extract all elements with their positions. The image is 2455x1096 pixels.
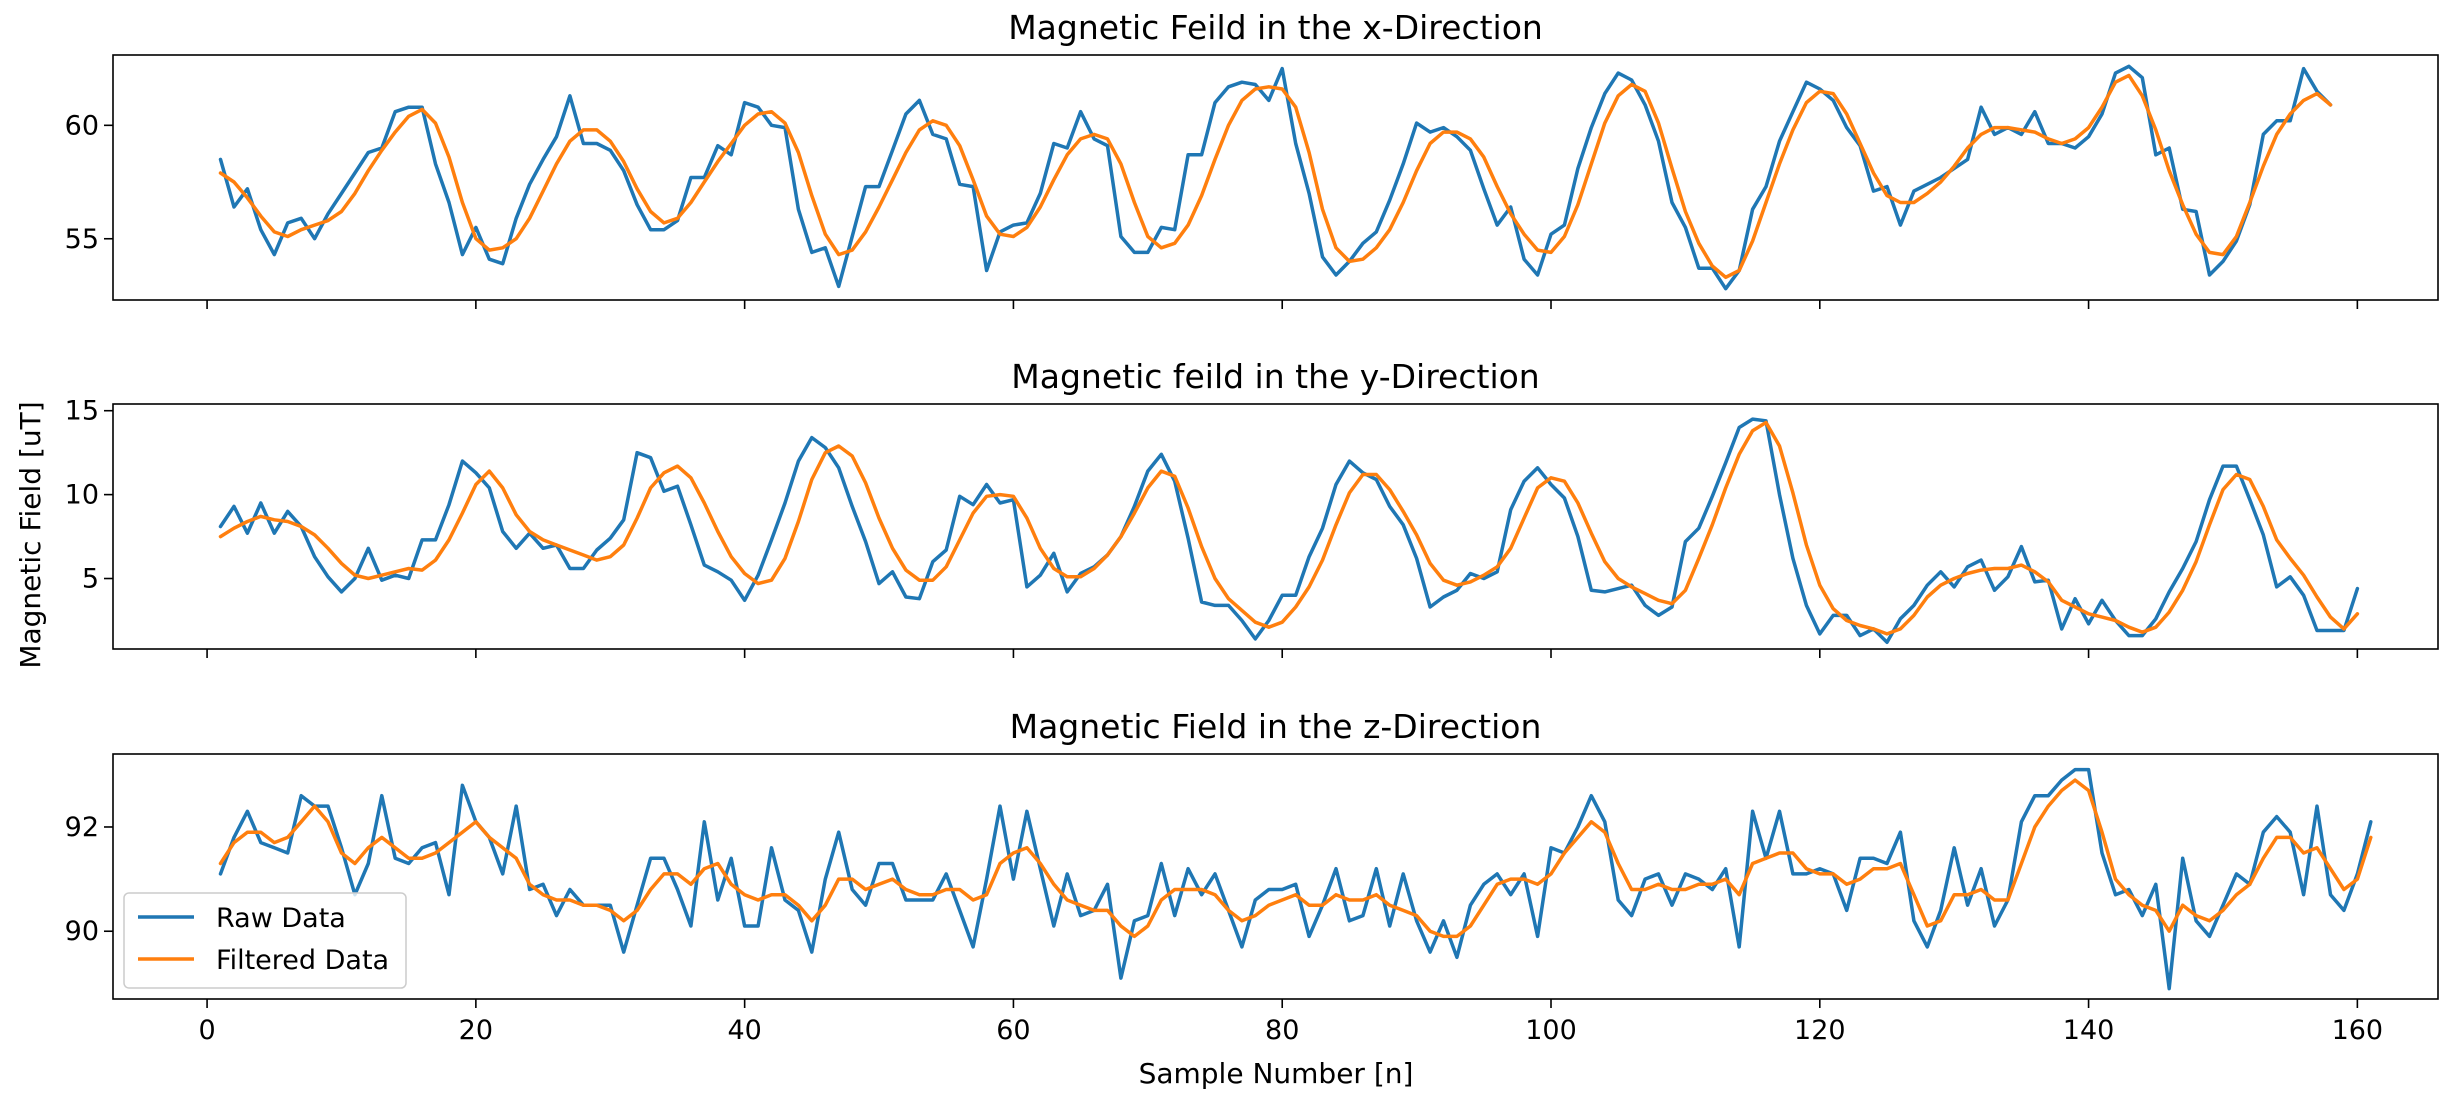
panels: Magnetic Feild in the x-Direction5560Mag…: [65, 8, 2439, 1046]
panel-z-x-tick-label: 80: [1265, 1015, 1299, 1046]
panel-x-frame: [112, 54, 2439, 301]
panel-z-series-filtered: [218, 778, 2373, 939]
panel-z-x-tick-label: 40: [727, 1015, 761, 1046]
panel-y-y-tick-label: 5: [82, 564, 99, 595]
panel-z-x-tick-label: 100: [1525, 1015, 1577, 1046]
panel-z-y-tick-label: 92: [65, 812, 99, 843]
legend-filtered-label: Filtered Data: [216, 945, 389, 976]
panel-y-frame: [112, 403, 2439, 650]
panel-x-title: Magnetic Feild in the x-Direction: [1008, 8, 1543, 47]
y-axis-label: Magnetic Field [uT]: [14, 401, 47, 668]
panel-z-frame: [112, 753, 2439, 1000]
panel-y-y-tick-label: 15: [65, 396, 99, 427]
panel-z: Magnetic Field in the z-Direction 0 20 40 60…: [65, 707, 2439, 1046]
panel-z-y-tick-label: 90: [65, 916, 99, 947]
x-axis-label: Sample Number [n]: [1139, 1057, 1414, 1090]
panel-x-series-raw: [218, 64, 2333, 291]
panel-z-x-tick-label: 20: [459, 1015, 493, 1046]
panel-x: Magnetic Feild in the x-Direction 55 60: [65, 8, 2439, 309]
panel-y-title: Magnetic feild in the y-Direction: [1011, 357, 1539, 396]
panel-x-y-tick-label: 60: [65, 110, 99, 141]
panel-z-x-tick-label: 0: [198, 1015, 215, 1046]
panel-x-series-filtered: [218, 73, 2333, 280]
panel-z-x-tick-label: 160: [2332, 1015, 2384, 1046]
panel-y: Magnetic feild in the y-Direction 5 10 15: [65, 357, 2439, 658]
legend: Raw Data Filtered Data: [123, 892, 407, 989]
legend-raw-label: Raw Data: [216, 903, 346, 934]
panel-y-series-raw: [218, 417, 2360, 645]
panel-y-y-tick-label: 10: [65, 480, 99, 511]
panel-z-x-tick-label: 140: [2063, 1015, 2115, 1046]
panel-z-series-raw: [218, 767, 2373, 991]
panel-z-title: Magnetic Field in the z-Direction: [1010, 707, 1542, 746]
panel-y-series-filtered: [218, 420, 2360, 636]
panel-x-y-tick-label: 55: [65, 224, 99, 255]
panel-z-x-tick-label: 60: [996, 1015, 1030, 1046]
legend-box: [123, 892, 407, 989]
panel-z-x-tick-label: 120: [1794, 1015, 1846, 1046]
